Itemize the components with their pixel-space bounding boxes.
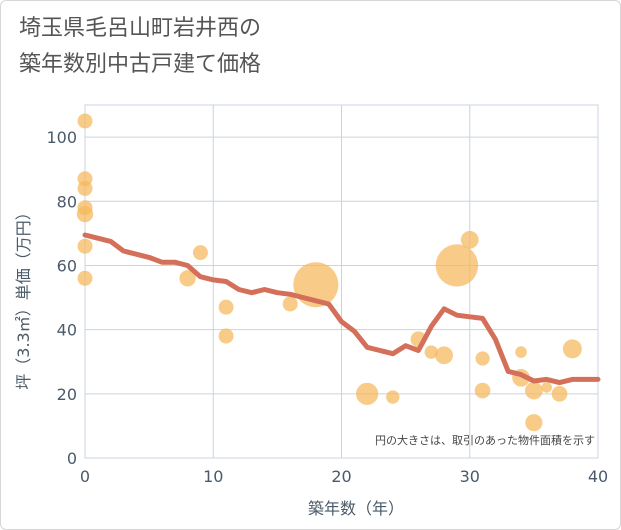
bubble-point — [551, 385, 568, 402]
bubble-point — [282, 296, 298, 312]
x-tick-label: 0 — [80, 467, 90, 486]
bubble-point — [77, 180, 93, 196]
bubble-point — [525, 414, 543, 432]
bubble-point — [356, 382, 379, 405]
x-axis-label: 築年数（年） — [308, 499, 404, 518]
bubble-point — [460, 230, 479, 249]
bubble-point — [424, 345, 438, 359]
bubble-point — [218, 328, 234, 344]
chart-grid — [84, 104, 599, 459]
y-tick-label: 0 — [67, 449, 77, 468]
bubble-point — [386, 390, 400, 404]
bubble-point — [562, 339, 582, 359]
bubble-point — [515, 346, 527, 358]
y-tick-label: 100 — [46, 128, 77, 147]
bubble-point — [474, 382, 491, 399]
bubble-point — [192, 245, 208, 261]
x-tick-label: 10 — [203, 467, 223, 486]
bubble-point — [76, 205, 94, 223]
bubble-series — [76, 113, 582, 432]
x-tick-label: 40 — [588, 467, 608, 486]
bubble-point — [525, 381, 543, 400]
trend-line — [82, 232, 601, 386]
bubble-point — [475, 351, 490, 366]
y-axis-label: 坪（3.3㎡）単価（万円） — [14, 204, 33, 389]
y-tick-label: 40 — [57, 321, 77, 340]
axis-ticks: 0 20 40 60 80 100 0 10 20 30 40 — [46, 128, 608, 486]
chart-title-line-2: 築年数別中古戸建て価格 — [19, 52, 262, 77]
bubble-point — [77, 238, 93, 254]
bubble-point — [541, 382, 553, 393]
y-tick-label: 60 — [57, 256, 77, 275]
chart-title: 埼玉県毛呂山町岩井西の 築年数別中古戸建て価格 — [19, 11, 261, 83]
y-tick-label: 80 — [57, 192, 77, 211]
y-tick-label: 20 — [57, 385, 77, 404]
x-tick-label: 30 — [460, 467, 480, 486]
x-tick-label: 20 — [331, 467, 351, 486]
chart-title-line-1: 埼玉県毛呂山町岩井西の — [19, 16, 262, 41]
bubble-point — [218, 299, 234, 315]
bubble-point — [435, 244, 479, 287]
bubble-point — [77, 113, 93, 129]
size-note: 円の大きさは、取引のあった物件面積を示す — [375, 433, 595, 447]
bubble-point — [77, 270, 93, 286]
bubble-point — [435, 346, 453, 365]
bubble-point — [179, 270, 196, 287]
